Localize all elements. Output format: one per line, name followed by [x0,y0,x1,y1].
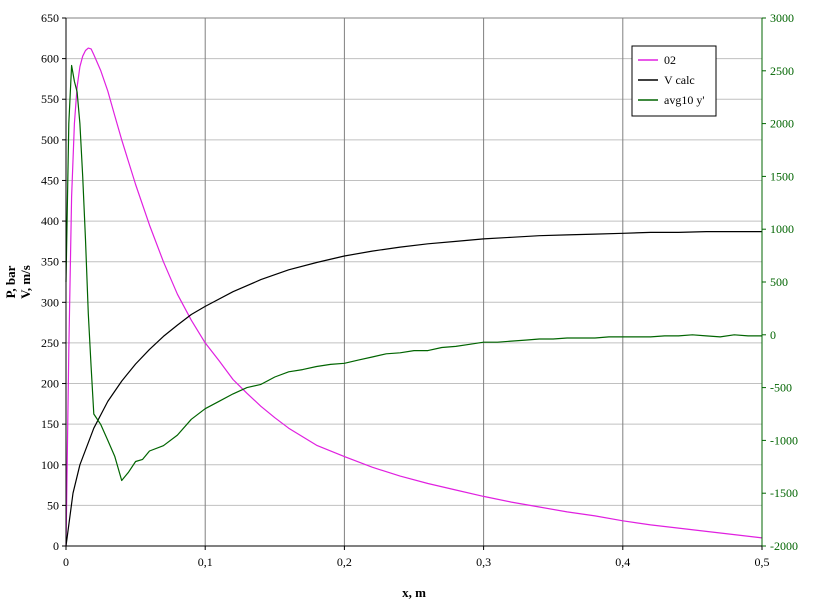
left-axis-title-2: V, m/s [18,265,33,299]
legend-box [631,45,717,117]
series-line-1 [65,231,762,547]
legend-entry: V calc [664,73,695,87]
x-tick-label: 0,4 [615,555,630,569]
legend: 02 V calc avg10 y' [631,45,717,117]
left-tick-label: 400 [41,214,59,228]
series-line-2 [65,64,762,482]
legend-entry: avg10 y' [664,93,705,107]
left-tick-label: 650 [41,11,59,25]
left-tick-label: 600 [41,52,59,66]
left-tick-label: 100 [41,458,59,472]
x-tick-label: 0,2 [337,555,352,569]
right-tick-label: 1500 [770,169,794,183]
right-tick-label: 2000 [770,117,794,131]
series-line-0 [65,47,763,547]
left-tick-label: 250 [41,336,59,350]
right-tick-label: -2000 [770,539,798,553]
legend-entry: 02 [664,53,676,67]
left-tick-label: 500 [41,133,59,147]
right-tick-label: 1000 [770,222,794,236]
right-tick-label: -500 [770,381,792,395]
right-tick-label: 0 [770,328,776,342]
axes: 0 50 100 150 200 250 300 350 400 450 500 550 600 650 0… [41,11,798,569]
x-tick-label: 0,3 [476,555,491,569]
left-tick-label: 0 [53,539,59,553]
series-layer [65,47,763,547]
right-tick-label: 3000 [770,11,794,25]
left-tick-label: 50 [47,498,59,512]
x-tick-label: 0,1 [198,555,213,569]
right-tick-label: 500 [770,275,788,289]
x-tick-label: 0,5 [755,555,770,569]
left-tick-label: 350 [41,255,59,269]
right-tick-label: -1000 [770,433,798,447]
x-axis-title: x, m [402,585,426,600]
right-tick-label: 2500 [770,64,794,78]
left-tick-label: 550 [41,92,59,106]
left-tick-label: 200 [41,377,59,391]
x-tick-label: 0 [63,555,69,569]
left-tick-label: 300 [41,295,59,309]
left-tick-label: 450 [41,173,59,187]
left-tick-label: 150 [41,417,59,431]
left-axis-title-1: P, bar [3,265,18,298]
right-tick-label: -1500 [770,486,798,500]
